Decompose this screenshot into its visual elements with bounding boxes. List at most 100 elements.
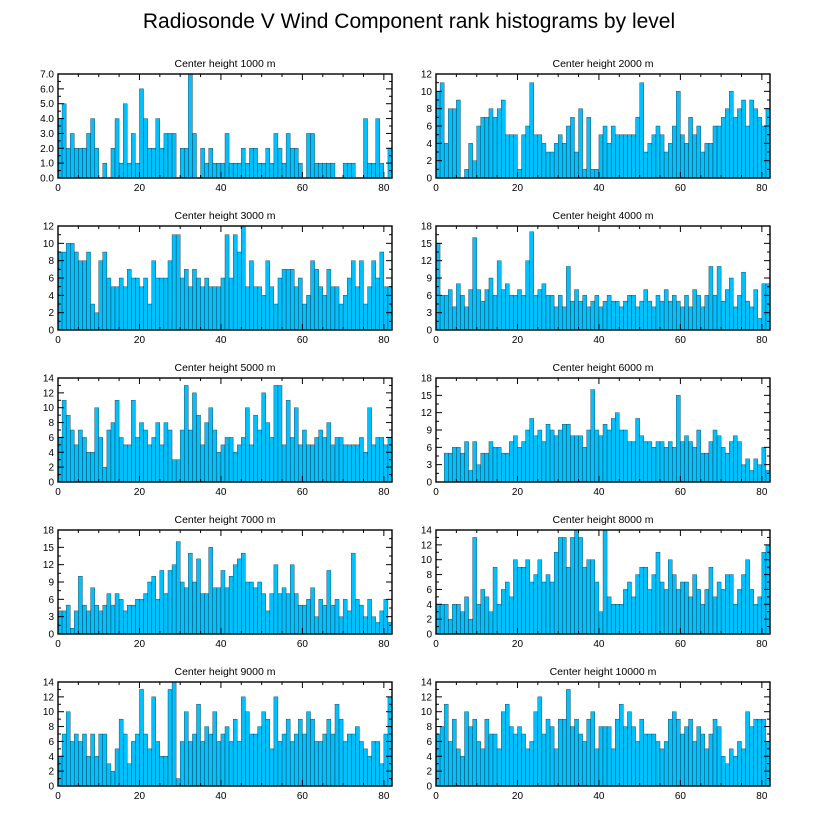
histogram-bar: [326, 162, 332, 179]
x-tick-label: 80: [378, 487, 390, 498]
histogram-bar: [192, 133, 197, 179]
histogram-bar: [443, 704, 449, 787]
histogram-bar: [98, 437, 103, 483]
histogram-bar: [70, 133, 75, 179]
y-tick-label: 14: [43, 678, 55, 689]
histogram-bar: [708, 143, 714, 179]
histogram-bar: [306, 711, 311, 787]
histogram-bar: [578, 733, 583, 787]
histogram-bar: [594, 748, 600, 787]
x-tick-label: 20: [134, 639, 146, 650]
histogram-bar: [110, 770, 116, 787]
histogram-bar: [143, 118, 148, 179]
histogram-bar: [277, 148, 283, 179]
histogram-bar: [241, 225, 246, 331]
x-tick-label: 20: [512, 791, 524, 802]
histogram-bar: [326, 269, 332, 331]
histogram-bar: [716, 726, 722, 787]
y-tick-label: 9: [426, 274, 432, 285]
histogram-bar: [623, 300, 628, 331]
histogram-bar: [521, 295, 526, 331]
histogram-bar: [90, 118, 95, 179]
histogram-bar: [281, 733, 287, 787]
histogram-bar: [118, 277, 124, 331]
histogram-bar: [216, 286, 222, 331]
histogram-bar: [704, 143, 710, 179]
histogram-bar: [143, 733, 148, 787]
histogram-bar: [204, 277, 209, 331]
histogram-bar: [277, 385, 283, 483]
y-tick-label: 15: [43, 543, 55, 554]
histogram-bar: [545, 295, 551, 331]
histogram-bar: [623, 429, 628, 483]
histogram-bar: [529, 82, 534, 179]
histogram-bar: [688, 718, 693, 787]
histogram-bar: [468, 470, 473, 483]
histogram-bar: [720, 589, 726, 635]
x-tick-label: 80: [378, 183, 390, 194]
y-tick-label: 8: [48, 418, 54, 429]
histogram-bar: [200, 444, 205, 483]
histogram-bar: [733, 604, 738, 635]
histogram-bar: [200, 741, 205, 787]
y-tick-label: 4: [426, 600, 432, 611]
histogram-bar: [672, 711, 677, 787]
histogram-bar: [700, 604, 706, 635]
histogram-bar: [269, 162, 275, 179]
histogram-bar: [492, 566, 498, 635]
histogram-bar: [553, 552, 559, 635]
histogram-bar: [371, 162, 376, 179]
y-tick-label: 0: [426, 326, 432, 337]
x-tick-label: 60: [297, 183, 309, 194]
histogram-bar: [631, 441, 636, 483]
x-tick-label: 40: [593, 487, 605, 498]
histogram-bar: [737, 589, 742, 635]
histogram-bar: [545, 574, 551, 635]
histogram-bar: [127, 162, 132, 179]
histogram-bar: [147, 303, 152, 331]
histogram-bar: [212, 587, 218, 635]
histogram-bar: [708, 566, 714, 635]
histogram-bar: [204, 162, 209, 179]
histogram-bar: [456, 447, 461, 483]
histogram-bar: [334, 286, 340, 331]
histogram-bar: [594, 295, 600, 331]
histogram-bar: [712, 596, 718, 635]
y-tick-label: 5.0: [40, 99, 54, 110]
histogram-bar: [590, 711, 596, 787]
histogram-bar: [249, 733, 254, 787]
histogram-bar: [553, 143, 559, 179]
histogram-bar: [363, 616, 368, 635]
histogram-bar: [151, 696, 156, 787]
histogram-bar: [253, 733, 258, 787]
y-tick-label: 9: [426, 426, 432, 437]
histogram-bar: [464, 169, 469, 179]
histogram-bar: [228, 437, 234, 483]
histogram-bar: [163, 593, 169, 635]
histogram-bar: [745, 458, 750, 483]
y-tick-label: 8: [426, 104, 432, 115]
histogram-bar: [566, 125, 571, 179]
histogram-bar: [460, 295, 465, 331]
histogram-bar: [667, 441, 673, 483]
histogram-bar: [570, 435, 575, 483]
histogram-bar: [253, 286, 258, 331]
histogram-bar: [208, 733, 213, 787]
histogram-bar: [623, 134, 628, 179]
histogram-bar: [196, 704, 201, 787]
histogram-bar: [131, 741, 136, 787]
y-tick-label: 14: [43, 374, 55, 385]
x-tick-label: 20: [512, 183, 524, 194]
histogram-bar: [578, 435, 583, 483]
histogram-bar: [94, 148, 99, 179]
histogram-bar: [159, 444, 165, 483]
histogram-bar: [237, 741, 242, 787]
histogram-bar: [106, 277, 112, 331]
histogram-bar: [692, 289, 697, 331]
histogram-bar: [347, 162, 352, 179]
histogram-bar: [147, 748, 152, 787]
histogram-bar: [594, 429, 600, 483]
histogram-bar: [269, 748, 275, 787]
histogram-bar: [509, 596, 514, 635]
histogram-bar: [220, 162, 226, 179]
